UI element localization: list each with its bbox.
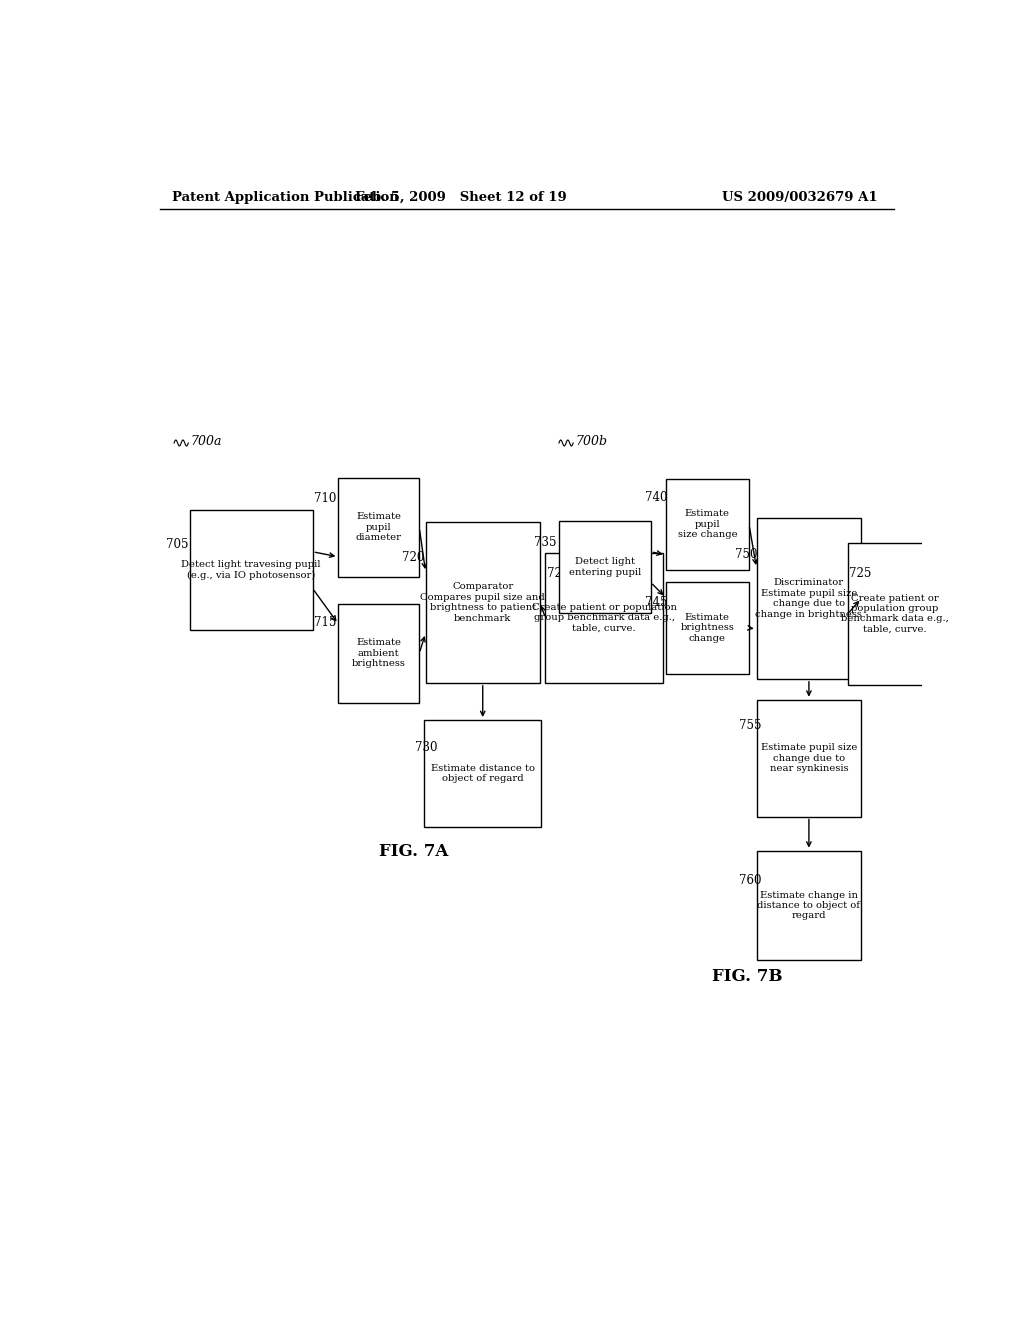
- Text: Estimate
pupil
size change: Estimate pupil size change: [678, 510, 737, 539]
- Text: 740: 740: [645, 491, 668, 504]
- Text: 745: 745: [645, 597, 668, 609]
- Text: FIG. 7B: FIG. 7B: [712, 968, 782, 985]
- Text: Estimate
ambient
brightness: Estimate ambient brightness: [352, 639, 406, 668]
- FancyBboxPatch shape: [338, 478, 419, 577]
- Text: 725: 725: [547, 568, 569, 579]
- FancyBboxPatch shape: [189, 510, 312, 630]
- Text: Estimate
pupil
diameter: Estimate pupil diameter: [355, 512, 401, 543]
- Text: 720: 720: [402, 552, 425, 565]
- Text: Feb. 5, 2009   Sheet 12 of 19: Feb. 5, 2009 Sheet 12 of 19: [355, 190, 567, 203]
- Text: US 2009/0032679 A1: US 2009/0032679 A1: [722, 190, 878, 203]
- FancyBboxPatch shape: [757, 700, 861, 817]
- Text: 710: 710: [314, 492, 337, 506]
- Text: 755: 755: [738, 719, 761, 733]
- Text: 750: 750: [735, 548, 758, 561]
- Text: 705: 705: [166, 539, 188, 552]
- Text: 730: 730: [415, 742, 437, 755]
- Text: 715: 715: [314, 616, 337, 630]
- Text: 735: 735: [535, 536, 557, 549]
- Text: FIG. 7A: FIG. 7A: [379, 843, 449, 861]
- Text: 700b: 700b: [575, 436, 607, 449]
- Text: Create patient or
population group
benchmark data e.g.,
table, curve.: Create patient or population group bench…: [841, 594, 948, 634]
- FancyBboxPatch shape: [757, 850, 861, 961]
- FancyBboxPatch shape: [426, 523, 540, 682]
- Text: 700a: 700a: [190, 436, 222, 449]
- Text: Discriminator
Estimate pupil size
change due to
change in brightness: Discriminator Estimate pupil size change…: [756, 578, 862, 619]
- FancyBboxPatch shape: [666, 479, 749, 570]
- Text: Patent Application Publication: Patent Application Publication: [172, 190, 398, 203]
- Text: Detect light
entering pupil: Detect light entering pupil: [568, 557, 641, 577]
- FancyBboxPatch shape: [338, 603, 419, 704]
- FancyBboxPatch shape: [546, 553, 663, 682]
- Text: 760: 760: [738, 874, 761, 887]
- FancyBboxPatch shape: [424, 719, 542, 826]
- FancyBboxPatch shape: [559, 521, 650, 612]
- Text: 725: 725: [849, 568, 871, 579]
- FancyBboxPatch shape: [848, 543, 941, 685]
- Text: Estimate
brightness
change: Estimate brightness change: [680, 612, 734, 643]
- Text: Estimate pupil size
change due to
near synkinesis: Estimate pupil size change due to near s…: [761, 743, 857, 774]
- FancyBboxPatch shape: [666, 582, 749, 673]
- Text: Comparator
Compares pupil size and
brightness to patient
benchmark: Comparator Compares pupil size and brigh…: [421, 582, 545, 623]
- FancyBboxPatch shape: [757, 519, 861, 678]
- Text: Estimate change in
distance to object of
regard: Estimate change in distance to object of…: [758, 891, 860, 920]
- Text: Estimate distance to
object of regard: Estimate distance to object of regard: [431, 764, 535, 783]
- Text: Detect light travesing pupil
(e.g., via IO photosensor): Detect light travesing pupil (e.g., via …: [181, 560, 321, 579]
- Text: Create patient or population
group benchmark data e.g.,
table, curve.: Create patient or population group bench…: [531, 603, 677, 632]
